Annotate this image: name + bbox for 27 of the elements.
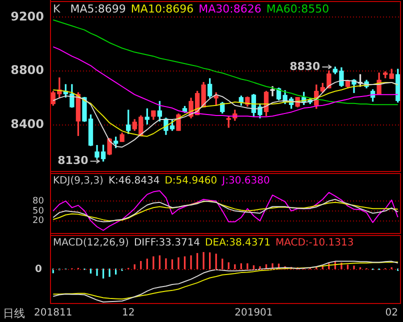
series-label: K:46.8434 bbox=[108, 176, 160, 187]
x-tick-label: 02 bbox=[385, 308, 398, 319]
y-tick-label: 9200 bbox=[10, 9, 44, 24]
text: MA30:8626 bbox=[198, 2, 262, 16]
text: DEA:38.4371 bbox=[205, 238, 270, 249]
text: DIFF:33.3714 bbox=[134, 238, 200, 249]
x-axis-title: 日线 bbox=[3, 306, 25, 320]
y-tick-label: 50 bbox=[32, 206, 44, 216]
y-tick-label: 20 bbox=[32, 216, 44, 226]
text: MA10:8696 bbox=[130, 2, 194, 16]
ref-line-label: 0 bbox=[35, 264, 42, 276]
series-label: MACD:-10.1313 bbox=[275, 238, 354, 249]
y-tick-label: 80 bbox=[32, 196, 44, 206]
text: MA60:8550 bbox=[266, 2, 330, 16]
annotation: 8830 bbox=[290, 60, 321, 73]
x-tick-label: 201811 bbox=[34, 308, 72, 319]
chart-title: K bbox=[53, 2, 61, 16]
x-tick-label: 201901 bbox=[234, 308, 273, 319]
annotation: 8130 bbox=[58, 154, 89, 168]
chart-title: KDJ(9,3,3) bbox=[53, 176, 104, 187]
text: MA5:8699 bbox=[70, 2, 126, 16]
chart-title: MACD(12,26,9) bbox=[53, 238, 130, 249]
x-tick-label: 12 bbox=[122, 308, 135, 319]
series-label: D:54.9460 bbox=[164, 176, 218, 187]
y-tick-label: 8400 bbox=[10, 117, 44, 131]
y-tick-label: 8800 bbox=[10, 63, 44, 78]
series-label: J:30.6380 bbox=[221, 176, 270, 187]
